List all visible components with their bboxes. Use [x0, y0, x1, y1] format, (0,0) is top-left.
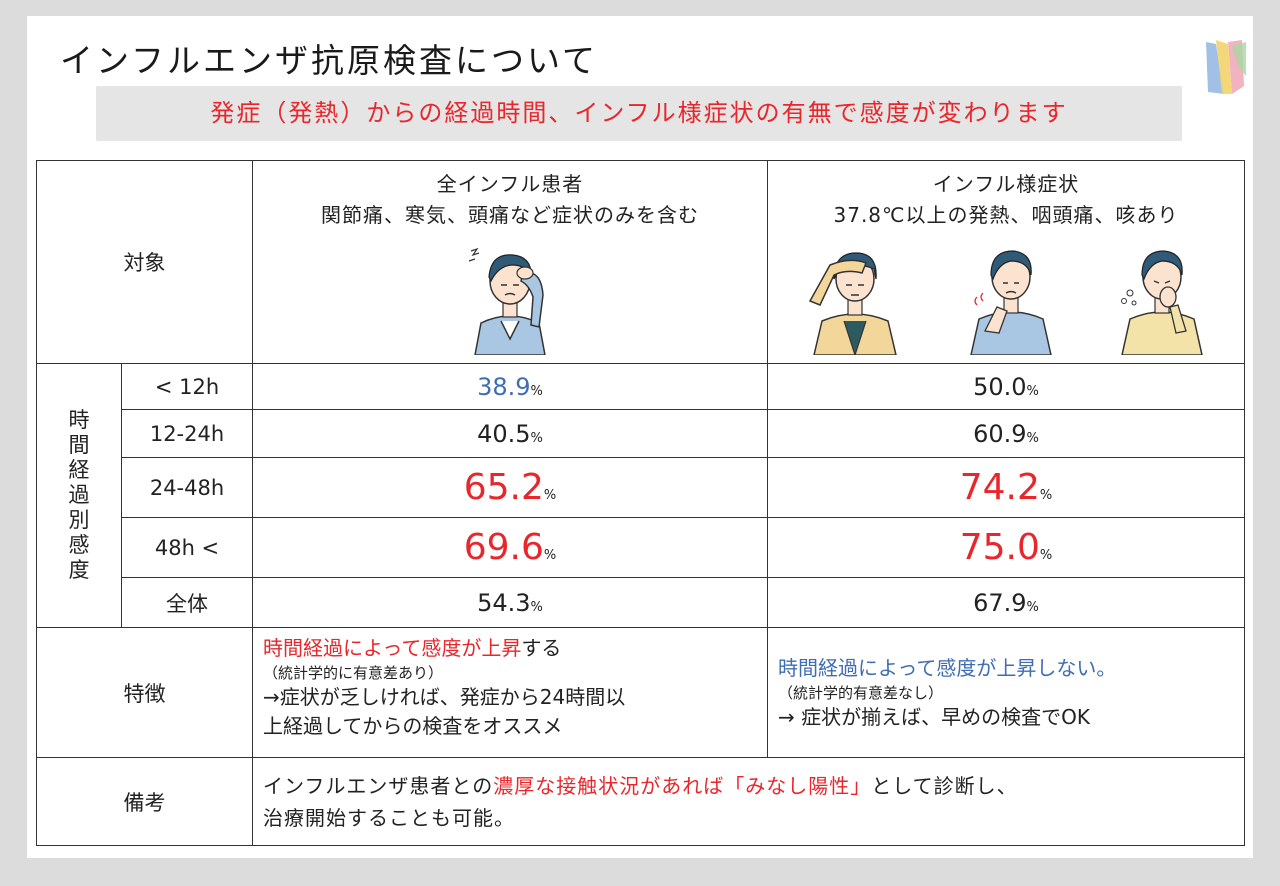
remarks-label: 備考 — [36, 757, 253, 846]
sensitivity-table: 対象 全インフル患者 関節痛、寒気、頭痛など症状のみを含む — [36, 160, 1245, 846]
remarks-text: インフルエンザ患者との濃厚な接触状況があれば「みなし陽性」として診断し、 治療開… — [252, 757, 1245, 846]
vertical-label: 時 間 経 過 別 感 度 — [36, 363, 122, 628]
subtitle-banner: 発症（発熱）からの経過時間、インフル様症状の有無で感度が変わります — [96, 86, 1182, 141]
features-right: 時間経過によって感度が上昇しない。 （統計学的有意差なし） → 症状が揃えば、早… — [767, 627, 1245, 758]
value-cell: 74.2% — [767, 457, 1245, 518]
value-cell: 69.6% — [252, 517, 768, 578]
header-row: 対象 全インフル患者 関節痛、寒気、頭痛など症状のみを含む — [36, 160, 1245, 364]
features-label: 特徴 — [36, 627, 253, 758]
page-title: インフルエンザ抗原検査について — [60, 41, 599, 80]
sore-throat-person-icon — [970, 250, 1052, 355]
table-row: 全体 54.3% 67.9% — [37, 577, 1245, 628]
forehead-person-icon — [808, 252, 897, 355]
table-row: 12-24h 40.5% 60.9% — [37, 409, 1245, 458]
col2-subtitle: 37.8℃以上の発熱、咽頭痛、咳あり — [833, 203, 1179, 227]
target-label: 対象 — [36, 160, 253, 364]
value-cell: 40.5% — [252, 409, 768, 458]
col2-title: インフル様症状 — [932, 172, 1080, 196]
remarks-row: 備考 インフルエンザ患者との濃厚な接触状況があれば「みなし陽性」として診断し、 … — [36, 757, 1245, 846]
headache-person-icon — [468, 247, 546, 355]
time-label: 全体 — [121, 577, 253, 628]
value-cell: 60.9% — [767, 409, 1245, 458]
col1-title: 全インフル患者 — [436, 172, 584, 196]
header-all-patients: 全インフル患者 関節痛、寒気、頭痛など症状のみを含む — [252, 160, 768, 364]
value-cell: 54.3% — [252, 577, 768, 628]
time-label: 12-24h — [121, 409, 253, 458]
value-cell: 65.2% — [252, 457, 768, 518]
value-cell: 50.0% — [767, 363, 1245, 410]
value-cell: 75.0% — [767, 517, 1245, 578]
header-flu-like-symptoms: インフル様症状 37.8℃以上の発熱、咽頭痛、咳あり — [767, 160, 1245, 364]
features-left: 時間経過によって感度が上昇する （統計学的に有意差あり） →症状が乏しければ、発… — [252, 627, 768, 758]
coughing-person-icon — [1121, 250, 1204, 355]
value-cell: 38.9% — [252, 363, 768, 410]
time-label: < 12h — [121, 363, 253, 410]
time-label: 24-48h — [121, 457, 253, 518]
table-row: 時 間 経 過 別 感 度 < 12h 38.9% 50.0% — [36, 363, 1245, 628]
table-row: 24-48h 65.2% 74.2% — [37, 457, 1245, 518]
features-row: 特徴 時間経過によって感度が上昇する （統計学的に有意差あり） →症状が乏しけれ… — [36, 627, 1245, 758]
slide: インフルエンザ抗原検査について 発症（発熱）からの経過時間、インフル様症状の有無… — [27, 16, 1253, 858]
table-row: 48h < 69.6% 75.0% — [37, 517, 1245, 578]
col1-subtitle: 関節痛、寒気、頭痛など症状のみを含む — [321, 203, 699, 227]
time-label: 48h < — [121, 517, 253, 578]
logo-icon — [1202, 36, 1248, 98]
value-cell: 67.9% — [767, 577, 1245, 628]
